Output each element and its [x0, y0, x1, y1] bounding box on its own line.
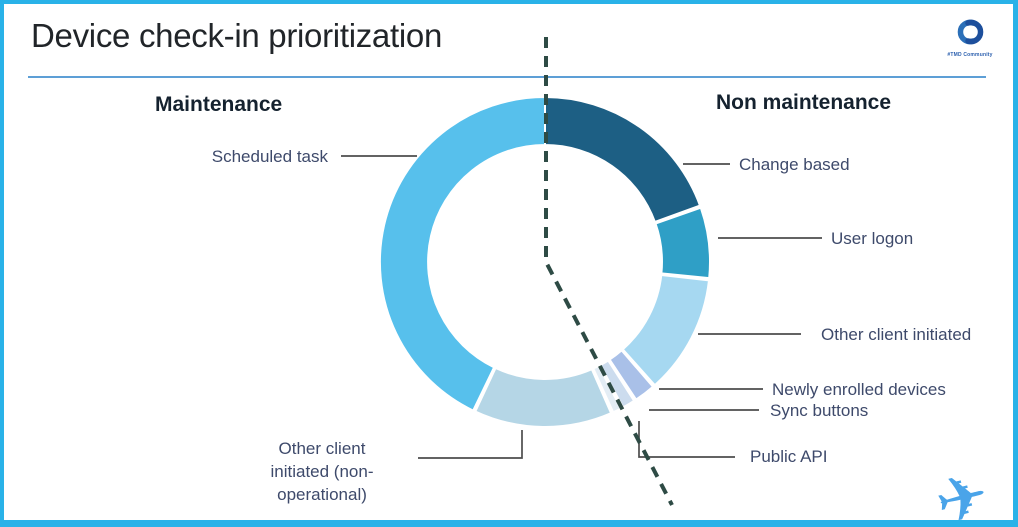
section-heading-maintenance: Maintenance	[155, 93, 283, 116]
leader-line-public-api	[638, 421, 735, 458]
section-heading-non-maintenance: Non maintenance	[716, 91, 892, 114]
label-newly-enrolled-devices: Newly enrolled devices	[772, 380, 946, 399]
label-scheduled-task: Scheduled task	[211, 147, 328, 166]
label-user-logon: User logon	[831, 229, 914, 248]
community-logo: #TMD Community	[942, 18, 998, 58]
donut-segment-scheduled-task	[378, 95, 546, 412]
donut-segment-newly-enrolled-devices	[608, 348, 655, 401]
donut-segment-other-client-initiated-non-operational	[473, 366, 613, 428]
page-title: Device check-in prioritization	[31, 17, 442, 54]
donut-segment-sync-buttons	[598, 359, 636, 409]
maintenance-divider-dashed-line	[544, 37, 674, 506]
donut-segment-user-logon	[654, 206, 711, 280]
community-logo-icon	[957, 19, 984, 45]
donut-segment-public-api	[591, 364, 623, 414]
logo-text: #TMD Community	[947, 52, 993, 58]
airplane-icon: ✈	[927, 456, 997, 527]
label-change-based: Change based	[739, 155, 850, 174]
donut-segment-change-based	[544, 95, 702, 224]
title-divider-rule	[28, 76, 986, 78]
label-other-client-initiated: Other client initiated	[821, 325, 972, 344]
label-other-client-initiated-non-operational: Other client initiated (non-operational)	[270, 439, 374, 504]
leader-line-other-client-initiated-non-operational	[418, 430, 523, 459]
donut-segment-other-client-initiated	[621, 273, 711, 387]
label-sync-buttons: Sync buttons	[770, 401, 869, 420]
label-public-api: Public API	[750, 447, 828, 466]
